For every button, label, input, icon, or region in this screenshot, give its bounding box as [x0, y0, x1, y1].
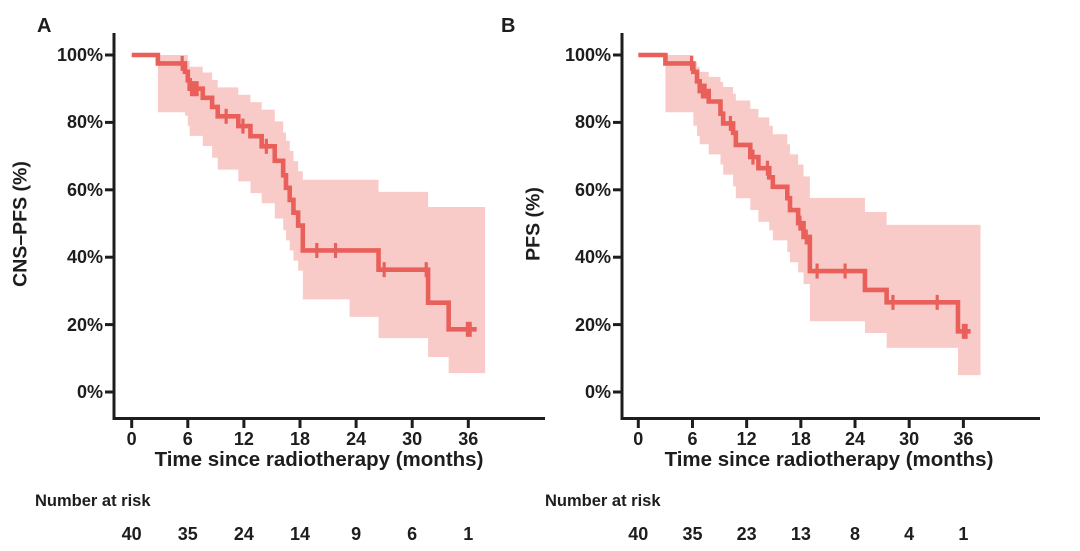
- panel-b-x-tick-label: 24: [845, 429, 866, 449]
- panel-a-risk-count: 14: [289, 524, 311, 544]
- panel-b-confidence-band: [665, 55, 981, 376]
- panel-a-x-tick-label: 24: [346, 429, 367, 449]
- panel-b-y-tick-label: 40%: [574, 247, 611, 268]
- panel-a-y-tick-label: 0%: [76, 382, 103, 402]
- panel-b-y-tick-label: 100%: [564, 45, 611, 65]
- panel-b-x-tick-label: 30: [899, 429, 920, 449]
- panel-a-x-tick-label: 36: [458, 429, 479, 449]
- panel-b-risk-count: 4: [904, 524, 915, 544]
- panel-a-x-tick-label: 6: [182, 429, 193, 449]
- panel-a-risk-count: 6: [407, 524, 418, 544]
- panel-a-y-tick-label: 40%: [66, 247, 103, 268]
- panel-a-y-tick-label: 20%: [66, 314, 103, 335]
- panel-a-risk-count: 9: [351, 524, 362, 544]
- panel-b-x-tick-label: 6: [687, 429, 698, 449]
- panel-a-risk-count: 35: [177, 524, 198, 544]
- panel-b-x-tick-label: 12: [736, 429, 757, 449]
- panel-a-x-tick-label: 0: [126, 429, 137, 449]
- panel-a-x-axis-title: Time since radiotherapy (months): [154, 448, 484, 471]
- panel-b-y-tick-label: 80%: [574, 112, 611, 133]
- panel-a-x-tick-label: 12: [233, 429, 254, 449]
- panel-b-y-tick-label: 20%: [574, 314, 611, 335]
- panel-b-x-tick-label: 0: [633, 429, 644, 449]
- panel-a-y-tick-label: 80%: [66, 112, 103, 133]
- panel-a-y-tick-label: 60%: [66, 179, 103, 200]
- panel-a-risk-count: 24: [233, 524, 254, 544]
- panel-b-letter: B: [501, 15, 516, 37]
- panel-b-number-at-risk-title: Number at risk: [545, 492, 661, 510]
- panel-a-letter: A: [37, 15, 52, 37]
- panel-b-x-axis-title: Time since radiotherapy (months): [664, 448, 994, 471]
- panel-b-risk-count: 40: [628, 524, 649, 544]
- panel-b-km-curve: [638, 52, 971, 334]
- panel-a-x-tick-label: 30: [402, 429, 423, 449]
- panel-b-risk-count: 35: [682, 524, 703, 544]
- panel-a-number-at-risk-title: Number at risk: [35, 492, 151, 510]
- panel-a-confidence-band: [157, 55, 486, 374]
- panel-a-y-tick-label: 100%: [56, 45, 103, 65]
- panel-b-y-axis-title: PFS (%): [522, 187, 545, 261]
- panel-b-x-tick-label: 18: [790, 429, 811, 449]
- panel-b-y-tick-label: 60%: [574, 179, 611, 200]
- panel-a-x-tick-label: 18: [289, 429, 311, 449]
- panel-a-y-axis-title: CNS–PFS (%): [9, 161, 32, 287]
- panel-a-risk-count: 40: [121, 524, 142, 544]
- panel-b-risk-count: 13: [790, 524, 811, 544]
- panel-b-risk-count: 23: [736, 524, 757, 544]
- panel-a-risk-count: 1: [463, 524, 474, 544]
- panel-b-risk-count: 1: [958, 524, 969, 544]
- panel-b-y-tick-label: 0%: [584, 382, 611, 402]
- panel-b-x-tick-label: 36: [953, 429, 974, 449]
- panel-b-risk-count: 8: [850, 524, 861, 544]
